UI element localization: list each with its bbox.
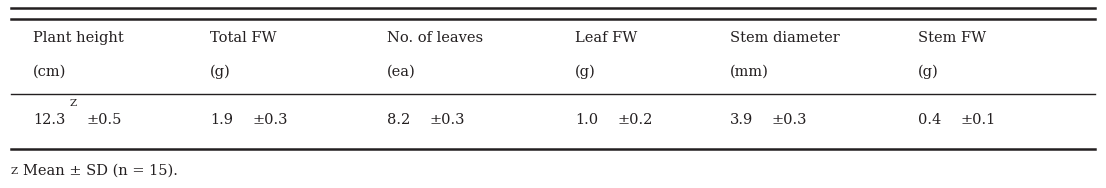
Text: (cm): (cm) (33, 64, 66, 78)
Text: Stem diameter: Stem diameter (730, 31, 839, 45)
Text: (g): (g) (918, 64, 939, 79)
Text: 12.3: 12.3 (33, 113, 65, 127)
Text: Total FW: Total FW (210, 31, 276, 45)
Text: 8.2: 8.2 (387, 113, 410, 127)
Text: ±0.3: ±0.3 (429, 113, 465, 127)
Text: 3.9: 3.9 (730, 113, 753, 127)
Text: 1.9: 1.9 (210, 113, 233, 127)
Text: No. of leaves: No. of leaves (387, 31, 483, 45)
Text: (g): (g) (210, 64, 231, 79)
Text: (g): (g) (575, 64, 596, 79)
Text: (ea): (ea) (387, 64, 416, 78)
Text: Stem FW: Stem FW (918, 31, 987, 45)
Text: Z: Z (11, 167, 19, 176)
Text: ±0.5: ±0.5 (86, 113, 122, 127)
Text: Z: Z (70, 99, 77, 108)
Text: Plant height: Plant height (33, 31, 124, 45)
Text: 0.4: 0.4 (918, 113, 941, 127)
Text: ±0.1: ±0.1 (960, 113, 995, 127)
Text: Mean ± SD (n = 15).: Mean ± SD (n = 15). (23, 164, 178, 178)
Text: ±0.2: ±0.2 (617, 113, 653, 127)
Text: ±0.3: ±0.3 (252, 113, 288, 127)
Text: (mm): (mm) (730, 64, 769, 78)
Text: ±0.3: ±0.3 (772, 113, 807, 127)
Text: Leaf FW: Leaf FW (575, 31, 637, 45)
Text: 1.0: 1.0 (575, 113, 598, 127)
